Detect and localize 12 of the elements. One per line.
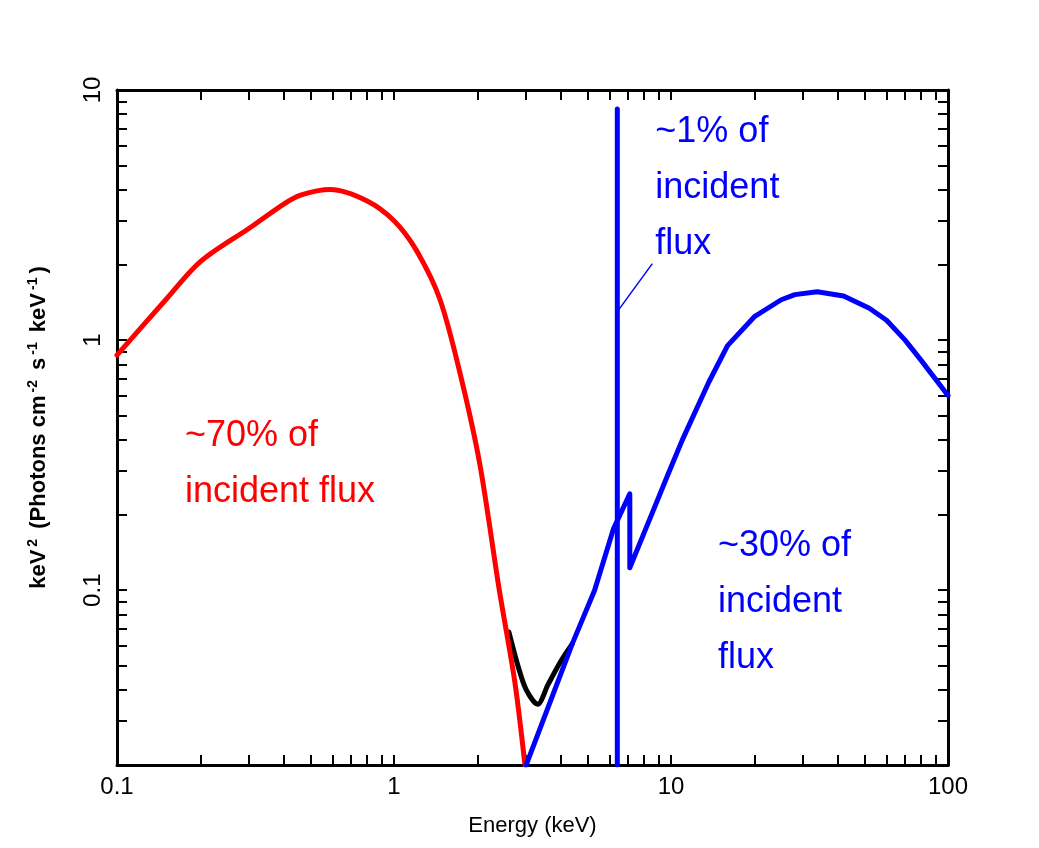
text: keV2 (Photons cm-2 s-1 keV-1)	[24, 266, 50, 589]
annotation: ~1% of incident flux	[655, 109, 780, 263]
y-tick-label: 1	[77, 333, 105, 347]
x-tick-label: 100	[927, 771, 969, 799]
x-axis-title: Energy (keV)	[468, 811, 597, 837]
x-tick-label: 10	[657, 771, 685, 799]
y-tick-label: 0.1	[77, 573, 105, 607]
y-tick-label: 10	[77, 76, 105, 104]
annotation: ~30% of incident flux	[718, 522, 853, 676]
x-tick-label: 1	[387, 771, 401, 799]
x-tick-label: 0.1	[100, 771, 134, 799]
annotation: ~70% of incident flux	[185, 412, 376, 510]
